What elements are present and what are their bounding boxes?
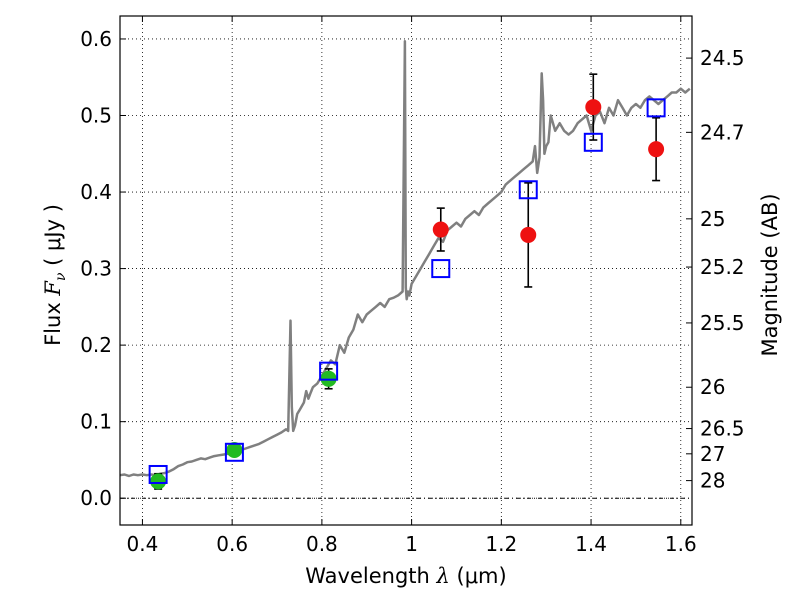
x-axis-label-text: Wavelength	[305, 564, 436, 588]
right-tick-label: 25.2	[700, 255, 745, 279]
filter-flux-square	[148, 464, 168, 484]
filter-flux-square	[583, 132, 603, 152]
model-spectrum-line	[119, 40, 691, 478]
x-axis-unit: (μm)	[450, 564, 507, 588]
nir-point	[520, 226, 537, 243]
y-tick-label: 0.1	[80, 410, 112, 434]
filter-flux-square	[431, 259, 451, 279]
right-axis-label: Magnitude (AB)	[758, 193, 782, 356]
right-tick-label: 26	[700, 375, 725, 399]
y-axis-label-text: Flux	[41, 296, 65, 346]
optical-point	[150, 473, 167, 490]
x-axis-label: Wavelength λ (μm)	[305, 564, 506, 588]
x-tick-label: 1.6	[665, 532, 697, 556]
y-axis-F: F	[41, 280, 65, 297]
x-axis-lambda: λ	[436, 564, 450, 588]
filter-flux-square	[646, 98, 666, 118]
plot-area	[119, 40, 691, 490]
y-axis-unit: ( μJy )	[41, 204, 65, 272]
x-tick-label: 1.4	[575, 532, 607, 556]
y-tick-label: 0.2	[80, 333, 112, 357]
filter-flux-square	[319, 361, 339, 381]
right-tick-label: 27	[700, 442, 725, 466]
optical-point	[226, 441, 243, 458]
filter-flux-square	[518, 180, 538, 200]
x-tick-label: 0.6	[216, 532, 248, 556]
nir-point	[432, 221, 449, 238]
x-tick-label: 1.2	[485, 532, 517, 556]
filter-flux-square	[224, 442, 244, 462]
right-tick-label: 24.7	[700, 120, 745, 144]
y-tick-label: 0.6	[80, 27, 112, 51]
axis-ticks: 0.4 0.6 0.8 1 1.2 1.4 1.6 0.0 0.1 0.2 0.3 0.4 0.5 0.6…	[80, 16, 745, 556]
y-tick-label: 0.3	[80, 257, 112, 281]
y-axis-nu: ν	[53, 272, 69, 281]
y-tick-label: 0.0	[80, 486, 112, 510]
right-tick-label: 25.5	[700, 311, 745, 335]
nir-point	[648, 141, 665, 158]
right-tick-label: 25	[700, 207, 725, 231]
right-tick-label: 26.5	[700, 417, 745, 441]
y-tick-label: 0.4	[80, 180, 112, 204]
right-tick-label: 28	[700, 469, 725, 493]
y-axis-label: Flux Fν ( μJy )	[41, 204, 69, 346]
x-tick-label: 0.8	[306, 532, 338, 556]
right-tick-label: 24.5	[700, 46, 745, 70]
y-tick-label: 0.5	[80, 104, 112, 128]
nir-point	[585, 99, 602, 116]
x-tick-label: 1	[405, 532, 418, 556]
x-tick-label: 0.4	[127, 532, 159, 556]
plot-frame	[119, 15, 693, 526]
